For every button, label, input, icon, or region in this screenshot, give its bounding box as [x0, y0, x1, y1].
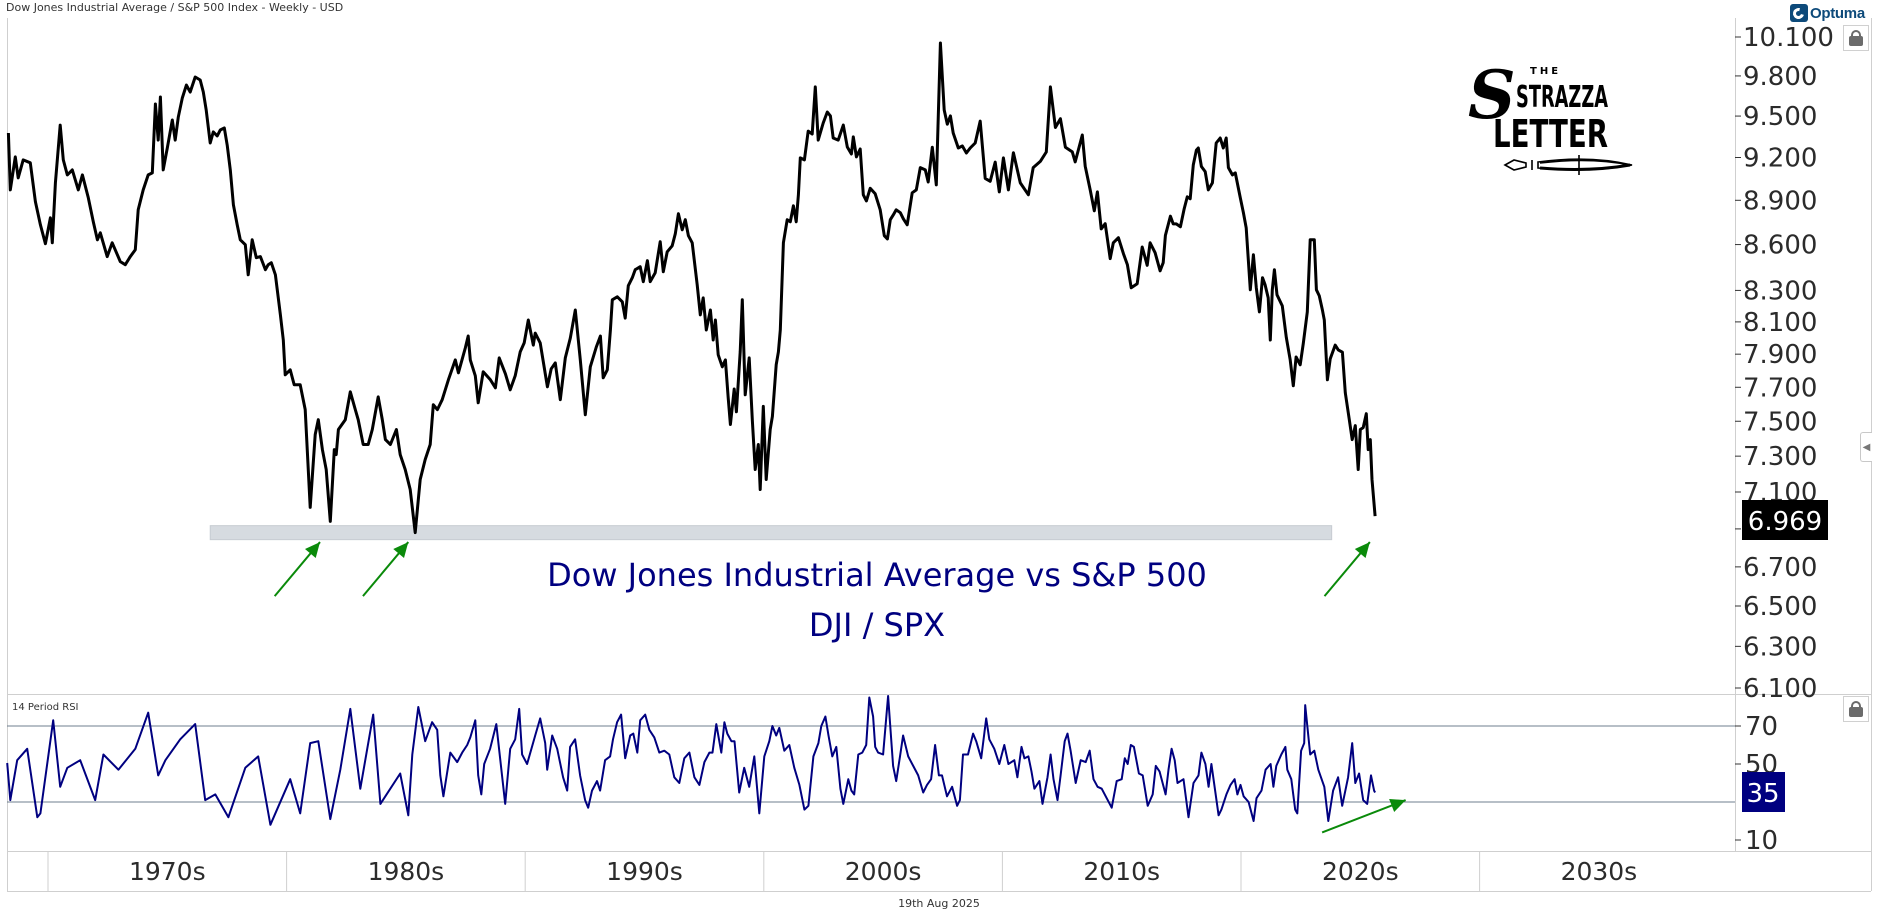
- price-y-axis: 10.100 9.800 9.500 9.200 8.900 8.600 8.3008.10…: [1735, 23, 1834, 704]
- x-axis-label: 1970s: [129, 857, 206, 886]
- logo-script-s: S: [1468, 56, 1516, 134]
- price-y-tick-label: 6.300: [1743, 632, 1817, 662]
- arrow-head: [393, 542, 409, 559]
- rsi-y-tick-label: 10: [1745, 826, 1778, 856]
- pen-icon: [1503, 155, 1633, 175]
- x-axis-label: 1980s: [368, 857, 445, 886]
- logo-letter: LETTER: [1493, 112, 1608, 156]
- green-arrow-icon: [362, 541, 410, 597]
- x-axis-label: 2000s: [845, 857, 922, 886]
- price-y-tick-label: 10.100: [1743, 23, 1834, 53]
- collapse-panel-button[interactable]: ◀: [1860, 432, 1872, 462]
- last-rsi-value: 35: [1746, 779, 1779, 809]
- price-y-tick-label: 9.800: [1743, 62, 1817, 92]
- footer-date: 19th Aug 2025: [898, 897, 980, 910]
- green-arrow-icon: [1321, 798, 1406, 834]
- price-y-tick-label: 6.100: [1743, 674, 1817, 704]
- chart-title: Dow Jones Industrial Average / S&P 500 I…: [6, 1, 344, 14]
- annotation-title: Dow Jones Industrial Average vs S&P 500: [547, 556, 1207, 594]
- arrow-head: [1354, 542, 1370, 559]
- price-y-tick-label: 7.500: [1743, 407, 1817, 437]
- green-arrow-icon: [273, 541, 321, 597]
- price-series-line: [6, 41, 1377, 535]
- logo-the: THE: [1530, 66, 1561, 77]
- strazza-letter-logo: S THE STRAZZA LETTER: [1468, 56, 1633, 175]
- price-y-tick-label: 7.700: [1743, 373, 1817, 403]
- green-arrow-icon: [1323, 541, 1371, 597]
- x-axis-label: 1990s: [606, 857, 683, 886]
- price-y-tick-label: 7.300: [1743, 442, 1817, 472]
- rsi-series-line: [6, 695, 1376, 826]
- price-arrows: [273, 541, 1371, 597]
- lock-icon[interactable]: [1843, 25, 1869, 51]
- last-price-value: 6.969: [1748, 507, 1822, 537]
- rsi-panel-label: 14 Period RSI: [12, 702, 79, 713]
- last-rsi-badge: 35: [1742, 772, 1785, 812]
- arrow-head: [1389, 798, 1406, 813]
- optuma-brand-name: Optuma: [1810, 4, 1865, 22]
- optuma-brand: Optuma: [1790, 3, 1865, 23]
- x-axis-label: 2030s: [1561, 857, 1638, 886]
- x-axis: 1970s 1980s 1990s 2000s 2010s 2020s 2030s: [47, 851, 1638, 891]
- price-y-tick-label: 8.900: [1743, 186, 1817, 216]
- x-axis-label: 2020s: [1322, 857, 1399, 886]
- rsi-arrow: [1321, 798, 1406, 834]
- chevron-left-icon: ◀: [1862, 441, 1871, 453]
- logo-strazza: STRAZZA: [1516, 80, 1608, 115]
- price-y-tick-label: 6.500: [1743, 592, 1817, 622]
- price-y-tick-label: 6.700: [1743, 553, 1817, 583]
- rsi-y-tick-label: 70: [1745, 712, 1778, 742]
- annotation-subtitle: DJI / SPX: [809, 606, 945, 644]
- support-band: [209, 525, 1333, 541]
- lock-icon[interactable]: [1843, 696, 1869, 722]
- price-y-tick-label: 7.900: [1743, 340, 1817, 370]
- optuma-logo-icon: [1790, 4, 1808, 22]
- x-axis-label: 2010s: [1083, 857, 1160, 886]
- price-y-tick-label: 8.600: [1743, 231, 1817, 261]
- price-y-tick-label: 8.100: [1743, 308, 1817, 338]
- last-price-badge: 6.969: [1742, 500, 1828, 540]
- arrow-head: [305, 542, 321, 559]
- price-y-tick-label: 9.500: [1743, 102, 1817, 132]
- price-y-tick-label: 9.200: [1743, 143, 1817, 173]
- price-y-tick-label: 8.300: [1743, 276, 1817, 306]
